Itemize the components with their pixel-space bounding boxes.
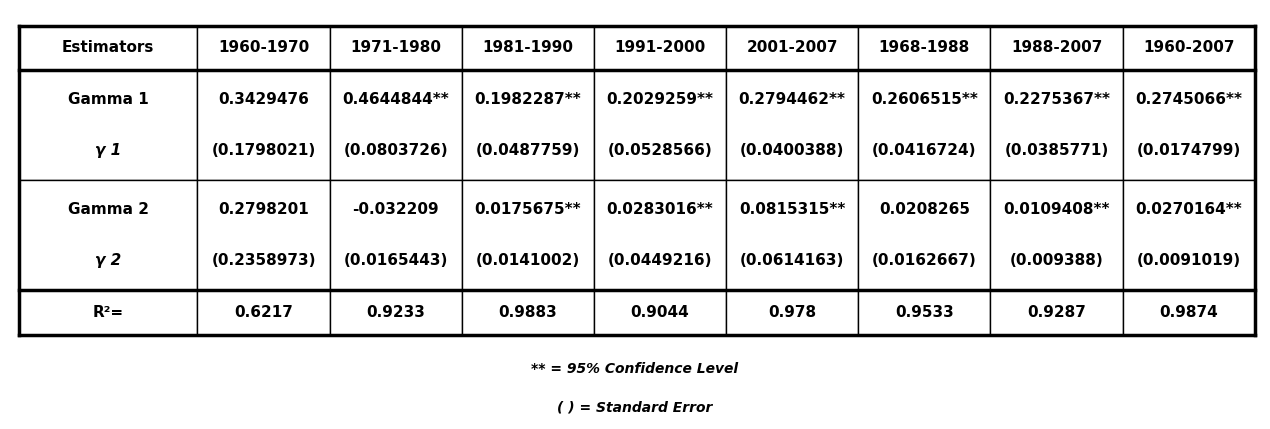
Text: (0.0487759): (0.0487759) [476,143,580,158]
Bar [1123,70,1255,180]
Text: 0.9883: 0.9883 [499,305,558,320]
Text: γ 2: γ 2 [95,253,122,268]
Text: -0.032209: -0.032209 [352,202,439,218]
Text: 0.0815315**: 0.0815315** [739,202,846,218]
Text: (0.0162667): (0.0162667) [872,253,977,268]
Text: 0.0283016**: 0.0283016** [607,202,714,218]
Bar [462,70,594,180]
Text: 1988-2007: 1988-2007 [1011,40,1102,55]
Text: γ 1: γ 1 [95,143,122,158]
Text: 1968-1988: 1968-1988 [879,40,970,55]
Text: 0.0175675**: 0.0175675** [475,202,582,218]
Bar [1123,290,1255,335]
Bar [594,26,726,70]
Text: 0.9044: 0.9044 [631,305,690,320]
Bar [991,26,1123,70]
Text: (0.0416724): (0.0416724) [872,143,977,158]
Text: (0.0091019): (0.0091019) [1137,253,1241,268]
Text: 2001-2007: 2001-2007 [747,40,838,55]
Text: 1960-2007: 1960-2007 [1143,40,1234,55]
Text: Gamma 1: Gamma 1 [67,92,149,107]
Text: 1981-1990: 1981-1990 [483,40,573,55]
Text: (0.1798021): (0.1798021) [211,143,316,158]
Bar [19,26,197,70]
Bar [991,70,1123,180]
Text: (0.2358973): (0.2358973) [211,253,316,268]
Bar [462,26,594,70]
Text: ( ) = Standard Error: ( ) = Standard Error [558,401,712,414]
Text: 1971-1980: 1971-1980 [351,40,441,55]
Bar [330,70,462,180]
Text: 0.0208265: 0.0208265 [879,202,970,218]
Text: 0.1982287**: 0.1982287** [475,92,582,107]
Bar [197,180,330,290]
Bar [19,70,197,180]
Bar [859,290,991,335]
Bar [197,26,330,70]
Bar [197,70,330,180]
Text: Gamma 2: Gamma 2 [67,202,149,218]
Text: (0.0165443): (0.0165443) [343,253,448,268]
Bar [330,26,462,70]
Bar [859,180,991,290]
Text: Estimators: Estimators [62,40,155,55]
Text: 0.2745066**: 0.2745066** [1135,92,1242,107]
Bar [1123,26,1255,70]
Text: 0.6217: 0.6217 [234,305,293,320]
Text: (0.0528566): (0.0528566) [607,143,712,158]
Text: (0.0174799): (0.0174799) [1137,143,1241,158]
Text: 1991-2000: 1991-2000 [615,40,706,55]
Text: 0.978: 0.978 [768,305,817,320]
Text: R²=: R²= [93,305,123,320]
Bar [19,180,197,290]
Bar [726,26,859,70]
Text: (0.0614163): (0.0614163) [740,253,845,268]
Text: (0.0141002): (0.0141002) [476,253,580,268]
Bar [330,290,462,335]
Text: (0.0400388): (0.0400388) [740,143,845,158]
Bar [1123,180,1255,290]
Bar [462,290,594,335]
Bar [726,290,859,335]
Text: 0.4644844**: 0.4644844** [343,92,450,107]
Bar [726,180,859,290]
Text: 0.9233: 0.9233 [366,305,425,320]
Text: 0.2606515**: 0.2606515** [871,92,978,107]
Bar [991,290,1123,335]
Bar [197,290,330,335]
Bar [462,180,594,290]
Bar [859,26,991,70]
Bar [991,180,1123,290]
Bar [859,70,991,180]
Text: 0.2029259**: 0.2029259** [607,92,714,107]
Bar [594,70,726,180]
Bar [726,70,859,180]
Text: (0.0803726): (0.0803726) [343,143,448,158]
Text: ** = 95% Confidence Level: ** = 95% Confidence Level [531,362,739,376]
Text: 0.3429476: 0.3429476 [218,92,309,107]
Text: 0.9874: 0.9874 [1160,305,1218,320]
Bar [594,290,726,335]
Text: 0.2798201: 0.2798201 [218,202,309,218]
Bar [594,180,726,290]
Text: 1960-1970: 1960-1970 [218,40,309,55]
Text: (0.0385771): (0.0385771) [1005,143,1109,158]
Text: 0.2794462**: 0.2794462** [739,92,846,107]
Text: 0.0109408**: 0.0109408** [1003,202,1110,218]
Bar [19,290,197,335]
Text: 0.2275367**: 0.2275367** [1003,92,1110,107]
Bar [330,180,462,290]
Text: 0.9533: 0.9533 [895,305,954,320]
Text: 0.0270164**: 0.0270164** [1135,202,1242,218]
Text: 0.9287: 0.9287 [1027,305,1086,320]
Text: (0.0449216): (0.0449216) [608,253,712,268]
Text: (0.009388): (0.009388) [1010,253,1104,268]
